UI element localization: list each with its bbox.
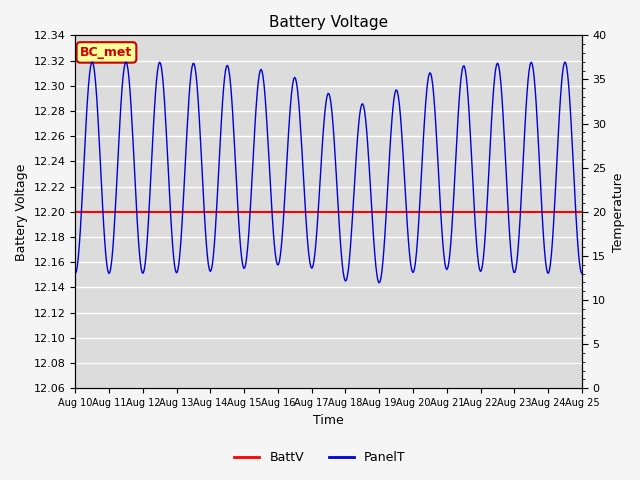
Y-axis label: Temperature: Temperature xyxy=(612,172,625,252)
Text: BC_met: BC_met xyxy=(81,46,132,59)
X-axis label: Time: Time xyxy=(313,414,344,427)
Y-axis label: Battery Voltage: Battery Voltage xyxy=(15,163,28,261)
Legend: BattV, PanelT: BattV, PanelT xyxy=(229,446,411,469)
Title: Battery Voltage: Battery Voltage xyxy=(269,15,388,30)
